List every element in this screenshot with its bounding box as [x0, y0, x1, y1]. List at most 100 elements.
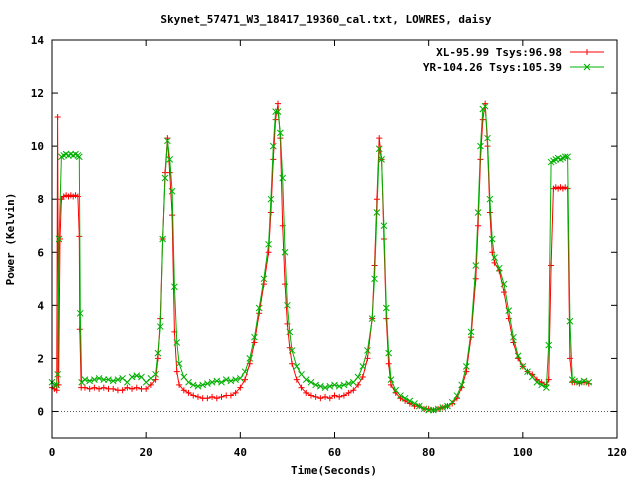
series-point	[282, 281, 289, 288]
legend-label: XL-95.99 Tsys:96.98	[436, 46, 562, 59]
series-layer	[48, 100, 593, 414]
series-point	[481, 102, 489, 110]
series-point	[472, 275, 479, 282]
series-point	[161, 174, 169, 182]
series-point	[173, 339, 181, 346]
series-point	[561, 153, 569, 161]
y-axis-label: Power (Kelvin)	[4, 193, 17, 286]
series-point	[371, 275, 378, 283]
series-point	[340, 392, 347, 399]
series-point	[307, 378, 315, 386]
series-point	[392, 386, 400, 394]
series-point	[133, 384, 140, 391]
series-point	[213, 377, 221, 385]
series-point	[114, 376, 122, 383]
series-point	[185, 378, 192, 386]
series-point	[488, 235, 496, 243]
series-point	[284, 301, 291, 309]
series-point	[545, 341, 553, 349]
tick-layer: 0 20 40 60 80 100 120 0 2 4 6 8 10 12 14	[31, 34, 627, 459]
series-point	[76, 326, 83, 333]
series-point	[564, 153, 571, 161]
series-point	[580, 377, 588, 385]
series-point	[279, 174, 287, 182]
series-point	[255, 304, 263, 312]
y-tick-label: 10	[31, 140, 44, 153]
series-point	[128, 373, 136, 381]
series-point	[189, 381, 197, 389]
series-point	[156, 323, 164, 330]
series-point	[430, 406, 437, 414]
series-point	[397, 392, 404, 399]
series-point	[548, 262, 555, 269]
series-point	[453, 392, 461, 399]
series-point	[376, 135, 383, 142]
series-point	[501, 289, 507, 296]
series-point	[173, 368, 180, 375]
plot-frame	[51, 39, 618, 439]
series-point	[439, 404, 447, 411]
series-point	[260, 281, 267, 288]
series-point	[265, 249, 272, 256]
series-point	[260, 275, 268, 283]
series-point	[100, 384, 107, 391]
series-point	[448, 398, 456, 406]
series-point	[194, 393, 201, 400]
series-point	[411, 400, 418, 407]
y-tick-label: 0	[37, 405, 44, 418]
series-point	[105, 376, 112, 383]
series-point	[218, 378, 225, 386]
series-point	[336, 393, 343, 400]
series-1	[49, 100, 592, 414]
series-point	[375, 145, 383, 153]
y-tick-label: 12	[31, 87, 44, 100]
legend-label: YR-104.26 Tsys:105.39	[423, 61, 562, 74]
series-point	[444, 402, 451, 410]
series-point	[124, 384, 131, 391]
series-point	[54, 113, 61, 120]
series-point	[152, 376, 159, 383]
series-point	[96, 385, 103, 392]
series-2	[48, 102, 593, 414]
series-point	[176, 381, 183, 388]
series-point	[566, 317, 574, 325]
series-point	[171, 283, 178, 291]
series-point	[510, 339, 517, 346]
legend-marker	[583, 63, 591, 71]
series-point	[491, 254, 498, 261]
y-tick-label: 4	[37, 299, 44, 312]
series-point	[86, 377, 94, 385]
series-point	[533, 378, 541, 386]
y-tick-label: 6	[37, 246, 44, 259]
series-point	[53, 387, 60, 394]
series-point	[566, 355, 573, 362]
series-point	[425, 406, 433, 414]
series-point	[53, 381, 61, 389]
series-point	[514, 352, 522, 360]
series-point	[180, 387, 187, 394]
series-point	[331, 392, 338, 399]
series-point	[479, 116, 486, 123]
series-point	[387, 376, 395, 383]
series-point	[380, 222, 388, 230]
series-point	[159, 235, 166, 243]
series-point	[55, 235, 63, 243]
series-point	[298, 384, 305, 391]
series-point	[251, 333, 258, 341]
series-point	[385, 349, 392, 357]
series-point	[585, 378, 593, 386]
series-point	[81, 384, 88, 391]
y-tick-label: 8	[37, 193, 44, 206]
chart-title: Skynet_57471_W3_18417_19360_cal.txt, LOW…	[160, 13, 492, 26]
series-point	[147, 374, 155, 382]
series-point	[154, 349, 162, 357]
series-point	[275, 100, 281, 107]
series-point	[75, 153, 83, 161]
y-tick-label: 2	[37, 352, 44, 365]
x-tick-label: 60	[328, 446, 341, 459]
series-point	[265, 240, 272, 248]
series-point	[312, 381, 320, 389]
series-point	[100, 376, 108, 383]
series-point	[322, 393, 329, 400]
